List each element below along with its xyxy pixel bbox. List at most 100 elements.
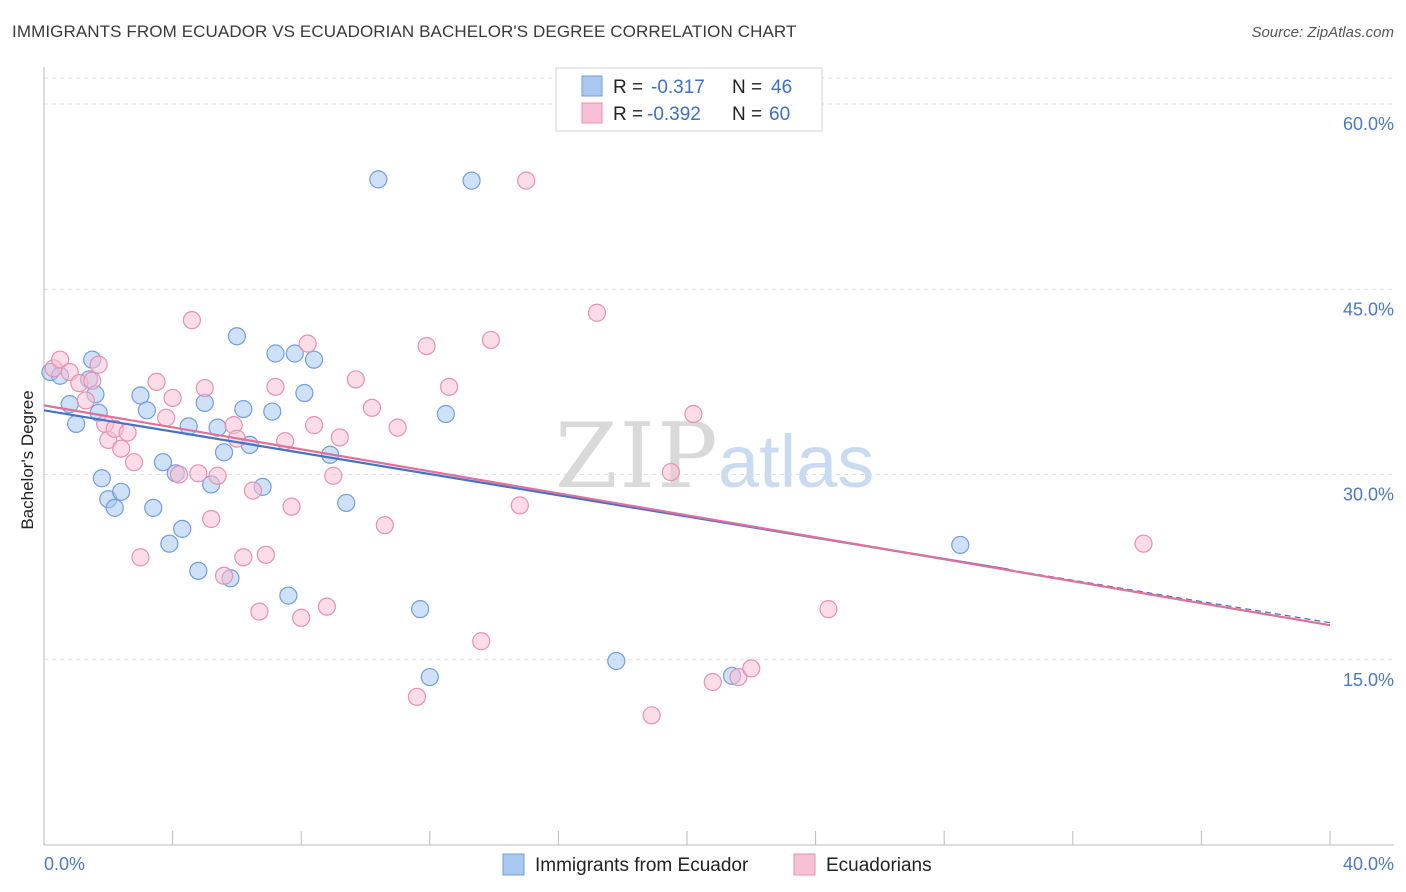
- point-ecuadorians: [703, 672, 722, 692]
- legend-n-value-1: 46: [771, 77, 792, 98]
- point-ecuadorians: [50, 350, 70, 369]
- point-immigrants-from-ecuador: [144, 498, 163, 517]
- y-tick-label: 60.0%: [1343, 114, 1394, 134]
- point-ecuadorians: [131, 548, 150, 567]
- legend-bottom-label-ecuadorians: Ecuadorians: [826, 855, 932, 876]
- point-ecuadorians: [202, 509, 221, 529]
- legend-n-label-2: N =: [732, 104, 762, 125]
- legend-r-label-2: R =: [613, 104, 643, 125]
- point-immigrants-from-ecuador: [304, 350, 324, 369]
- point-ecuadorians: [182, 311, 201, 330]
- watermark-atlas: atlas: [718, 420, 874, 503]
- point-ecuadorians: [684, 404, 703, 424]
- x-ticks: [172, 831, 1331, 845]
- point-ecuadorians: [304, 416, 324, 435]
- point-immigrants-from-ecuador: [173, 519, 192, 538]
- point-immigrants-from-ecuador: [607, 651, 626, 671]
- legend-r-label-1: R =: [613, 77, 643, 98]
- point-ecuadorians: [214, 566, 234, 585]
- x-tick-label-max: 40.0%: [1343, 854, 1394, 874]
- point-immigrants-from-ecuador: [234, 399, 253, 419]
- point-immigrants-from-ecuador: [214, 443, 234, 462]
- point-ecuadorians: [661, 462, 681, 482]
- point-ecuadorians: [208, 466, 227, 485]
- point-immigrants-from-ecuador: [112, 482, 131, 501]
- point-immigrants-from-ecuador: [153, 453, 173, 472]
- point-ecuadorians: [250, 602, 269, 621]
- legend-bottom-swatch-ecuador: [502, 853, 525, 876]
- point-immigrants-from-ecuador: [189, 561, 208, 580]
- legend-top: R = -0.317 N = 46 R = -0.392 N = 60: [555, 67, 823, 132]
- point-immigrants-from-ecuador: [285, 344, 304, 363]
- legend-bottom: Immigrants from Ecuador Ecuadorians: [502, 853, 932, 876]
- point-ecuadorians: [243, 481, 263, 500]
- point-ecuadorians: [76, 391, 95, 410]
- trend-line-ecuadorians: [43, 404, 1331, 627]
- point-ecuadorians: [317, 597, 337, 616]
- y-tick-label: 30.0%: [1343, 485, 1394, 505]
- point-immigrants-from-ecuador: [137, 401, 156, 420]
- point-immigrants-from-ecuador: [295, 383, 314, 403]
- point-immigrants-from-ecuador: [160, 534, 179, 553]
- legend-swatch-ecuador: [581, 75, 603, 97]
- legend-r-value-1: -0.317: [651, 77, 705, 98]
- point-ecuadorians: [642, 706, 661, 725]
- y-tick-label: 15.0%: [1343, 670, 1394, 690]
- point-ecuadorians: [729, 667, 748, 687]
- chart-title: IMMIGRANTS FROM ECUADOR VS ECUADORIAN BA…: [12, 22, 797, 41]
- point-immigrants-from-ecuador: [951, 535, 970, 555]
- point-ecuadorians: [298, 334, 317, 353]
- point-immigrants-from-ecuador: [227, 327, 246, 346]
- point-immigrants-from-ecuador: [263, 402, 282, 421]
- point-ecuadorians: [124, 453, 144, 472]
- point-ecuadorians: [346, 370, 365, 389]
- point-ecuadorians: [742, 659, 761, 678]
- point-ecuadorians: [195, 378, 214, 398]
- point-ecuadorians: [1134, 534, 1153, 553]
- point-ecuadorians: [147, 372, 166, 392]
- point-ecuadorians: [324, 466, 343, 485]
- source-label: Source: ZipAtlas.com: [1251, 24, 1394, 41]
- point-ecuadorians: [256, 545, 275, 564]
- point-ecuadorians: [388, 418, 407, 437]
- gridlines: [44, 77, 1394, 661]
- point-ecuadorians: [118, 423, 137, 442]
- point-ecuadorians: [439, 377, 459, 396]
- point-ecuadorians: [481, 330, 500, 350]
- point-immigrants-from-ecuador: [462, 171, 481, 190]
- point-ecuadorians: [234, 548, 253, 567]
- point-ecuadorians: [362, 398, 382, 417]
- legend-swatch-ecuadorians: [581, 102, 603, 124]
- point-ecuadorians: [292, 608, 311, 627]
- point-ecuadorians: [266, 377, 285, 396]
- point-immigrants-from-ecuador: [92, 469, 111, 488]
- point-immigrants-from-ecuador: [266, 344, 285, 363]
- y-tick-labels: 15.0% 30.0% 45.0% 60.0%: [1343, 114, 1394, 690]
- data-points: [41, 170, 1153, 725]
- point-ecuadorians: [587, 303, 607, 322]
- point-ecuadorians: [169, 465, 189, 484]
- point-ecuadorians: [375, 516, 394, 535]
- point-ecuadorians: [157, 408, 176, 427]
- x-tick-label-min: 0.0%: [44, 854, 85, 874]
- legend-r-value-2: -0.392: [647, 104, 701, 125]
- legend-n-label-1: N =: [732, 77, 762, 98]
- point-immigrants-from-ecuador: [436, 404, 455, 424]
- point-immigrants-from-ecuador: [105, 498, 124, 517]
- legend-bottom-label-ecuador: Immigrants from Ecuador: [535, 855, 749, 876]
- point-immigrants-from-ecuador: [369, 170, 388, 189]
- point-ecuadorians: [417, 336, 436, 356]
- point-ecuadorians: [112, 439, 131, 458]
- point-ecuadorians: [163, 388, 182, 408]
- point-immigrants-from-ecuador: [67, 414, 86, 433]
- trend-lines: [43, 404, 1331, 627]
- point-immigrants-from-ecuador: [337, 493, 356, 513]
- point-immigrants-from-ecuador: [411, 600, 430, 619]
- point-ecuadorians: [517, 171, 536, 190]
- point-ecuadorians: [89, 355, 108, 374]
- point-ecuadorians: [189, 464, 208, 483]
- point-ecuadorians: [472, 632, 491, 651]
- point-ecuadorians: [819, 600, 838, 619]
- y-tick-label: 45.0%: [1343, 299, 1394, 319]
